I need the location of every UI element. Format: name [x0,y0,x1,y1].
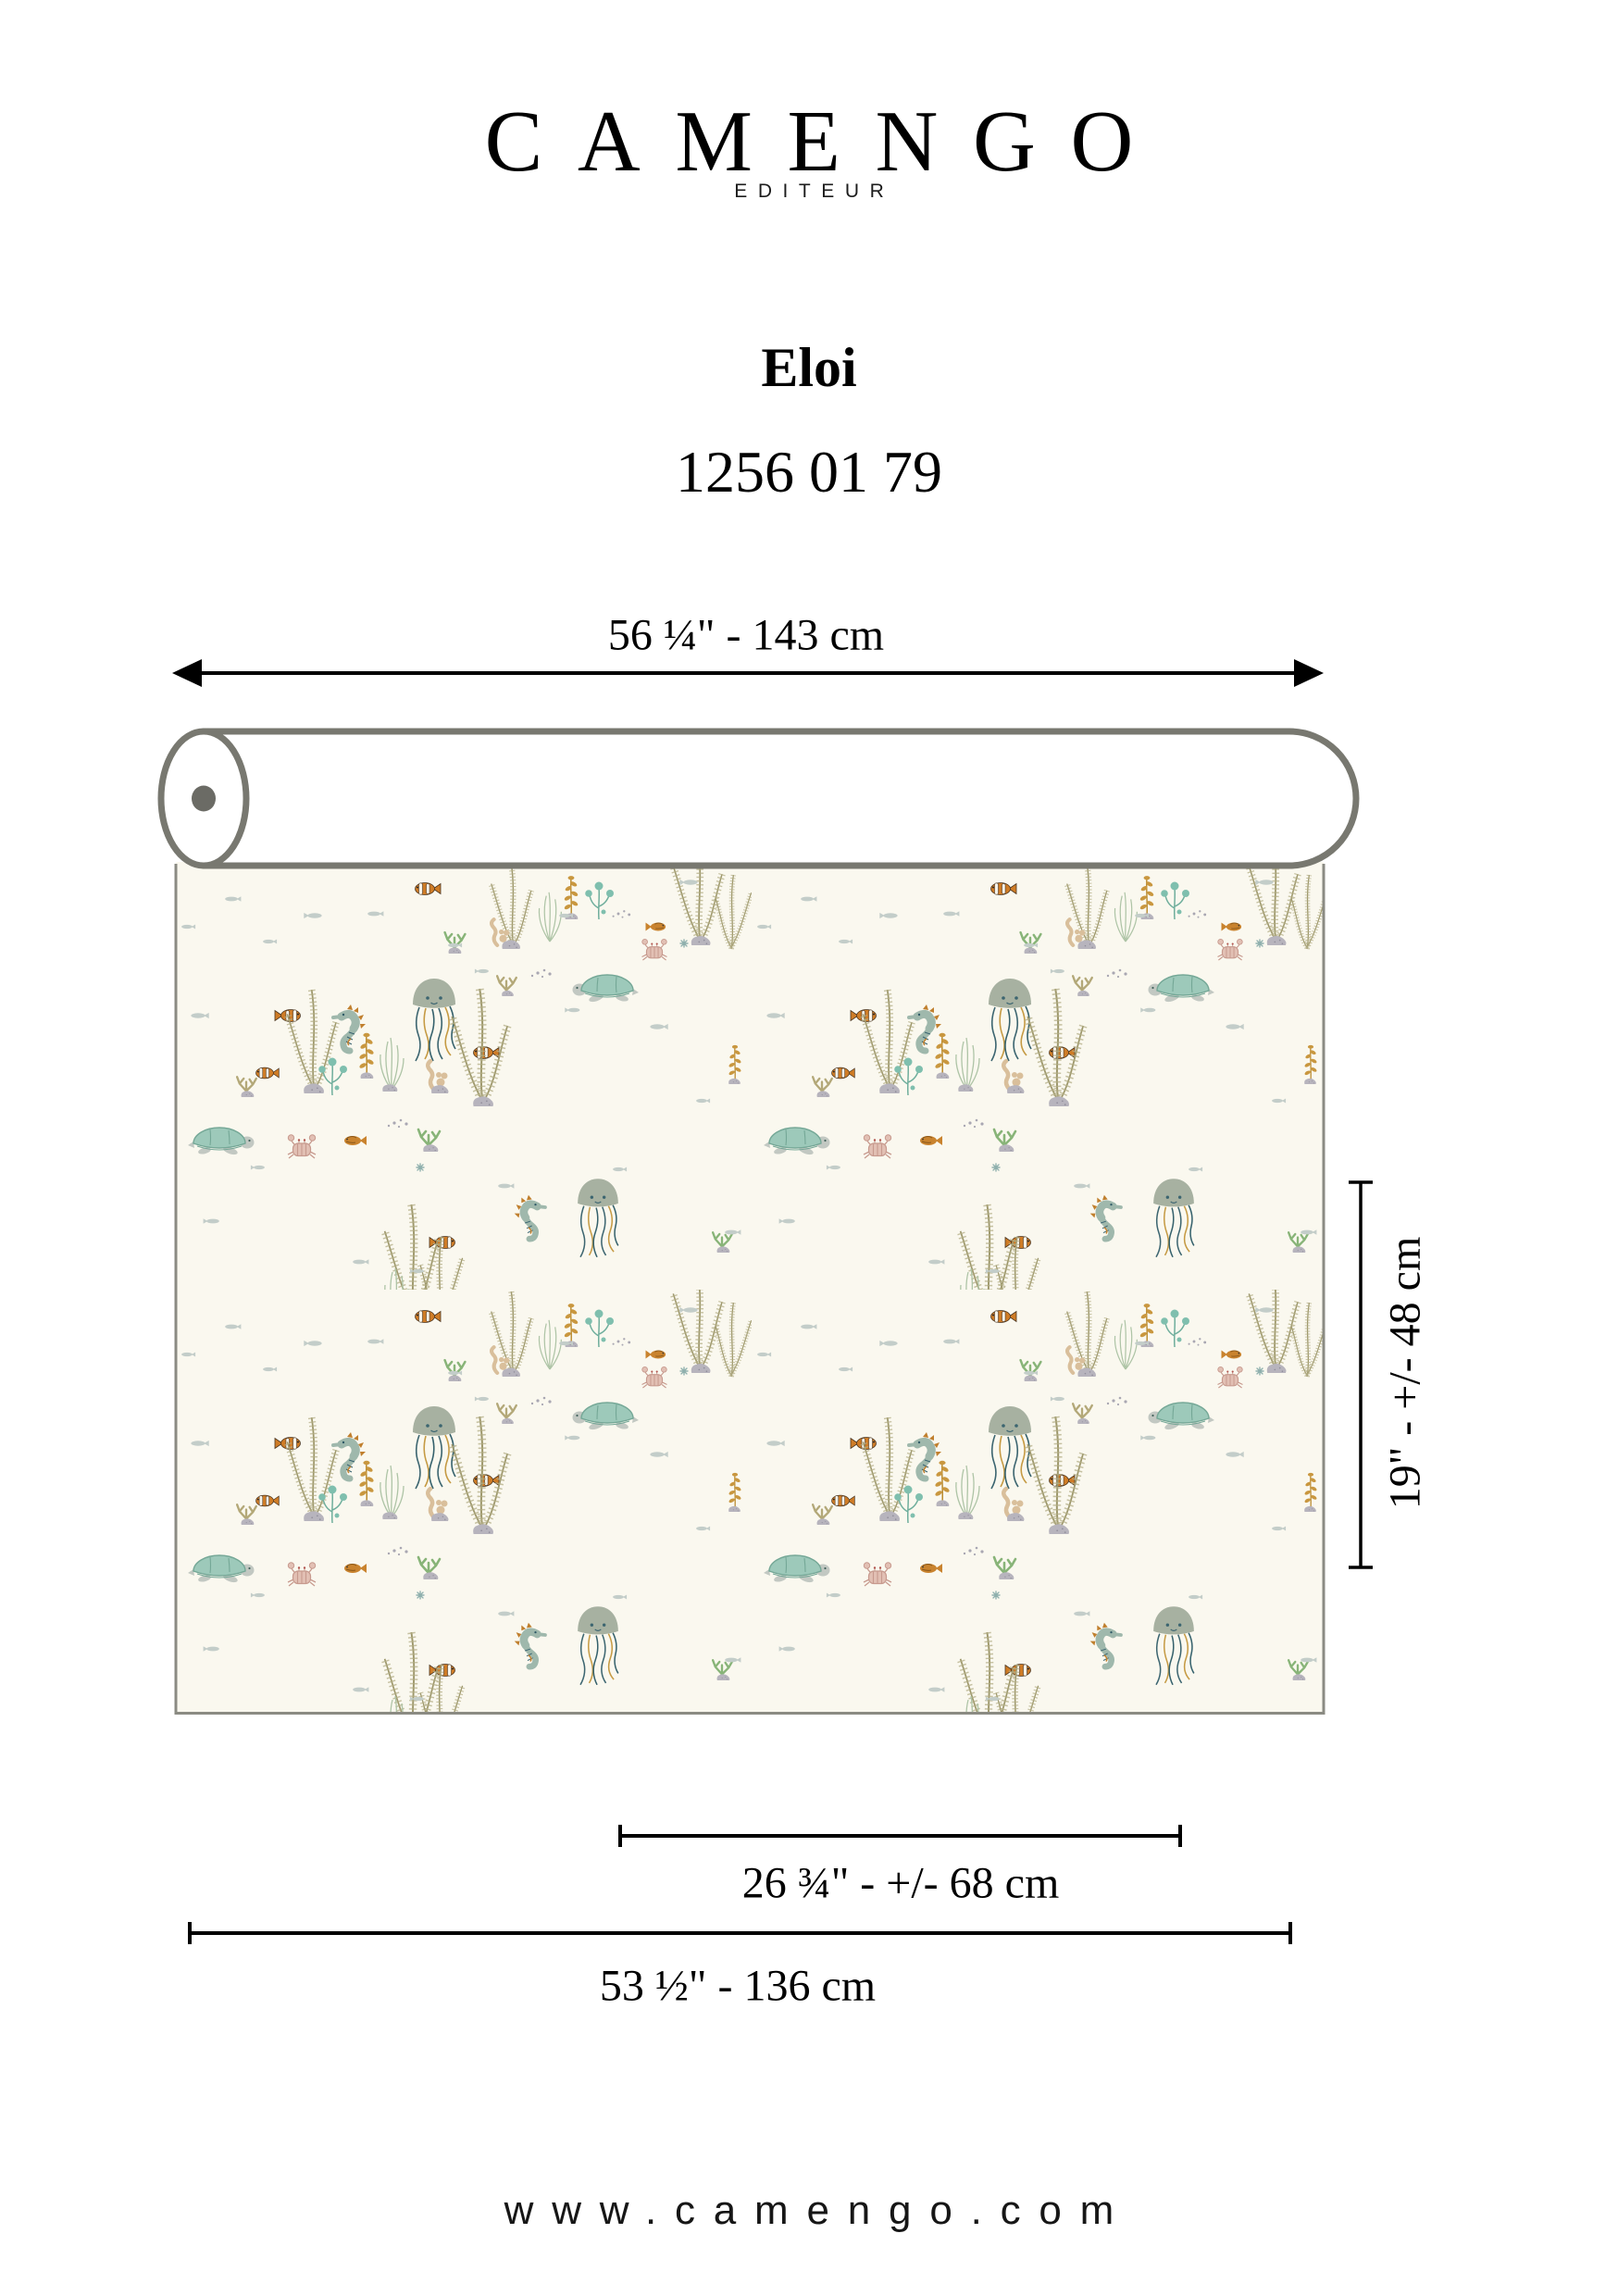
dimension-horizontal-repeat: 26 ¾" - +/- 68 cm [741,1858,1060,1908]
product-name: Eloi [761,337,857,398]
dimension-top-width: 56 ¼" - 143 cm [607,610,885,660]
fabric-panel [174,862,1326,1715]
brand-tagline: EDITEUR [734,181,895,202]
fabric-roll [157,728,1360,869]
arrowhead-left [172,659,202,687]
dimension-usable-width: 53 ½" - 136 cm [599,1961,877,2011]
arrowhead-right [1294,659,1324,687]
brand-logo: CAMENGO [484,94,1169,190]
vertical-repeat-line [1349,1180,1373,1569]
horizontal-repeat-line [618,1825,1182,1847]
usable-width-line [188,1922,1292,1944]
top-width-arrow [172,659,1324,687]
product-reference: 1256 01 79 [676,439,942,505]
dimension-vertical-repeat: 19" - +/- 48 cm [1380,1236,1430,1510]
website-url: www.camengo.com [504,2188,1133,2233]
roll-core-dot [192,785,216,812]
